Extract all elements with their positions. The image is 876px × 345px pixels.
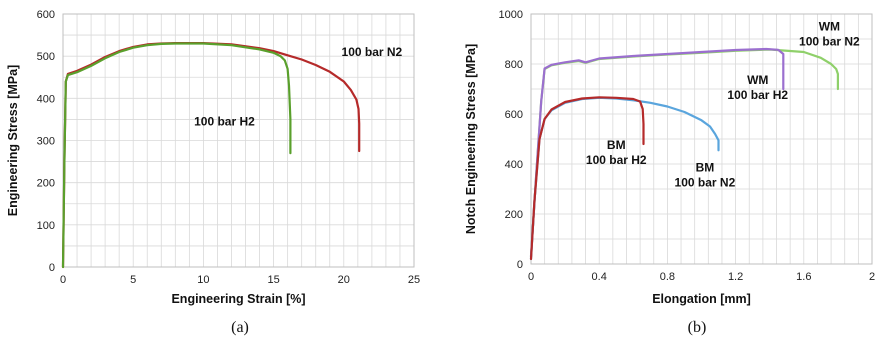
series-annotation: BM 100 bar N2 — [675, 161, 736, 190]
x-tick-label: 20 — [338, 274, 350, 286]
x-tick-label: 0 — [60, 274, 66, 286]
x-tick-label: 15 — [267, 274, 279, 286]
y-tick-label: 800 — [505, 59, 523, 71]
y-tick-label: 400 — [505, 159, 523, 171]
y-axis-label: Notch Engineering Stress [MPa] — [464, 44, 478, 234]
series-line-bm-100-bar-h2 — [529, 96, 645, 261]
x-tick-label: 0.4 — [592, 271, 607, 283]
annotation-line-2: 100 bar N2 — [799, 34, 860, 48]
x-tick-label: 10 — [197, 274, 209, 286]
y-tick-label: 400 — [37, 93, 55, 105]
x-tick-label: 0 — [528, 271, 534, 283]
chart-panel-b: 0 0.4 0.8 1.2 1.6 2 0 200 400 600 800 1000 Elongatio… — [464, 9, 875, 336]
x-tick-label: 5 — [130, 274, 136, 286]
annotation-line-1: BM — [607, 138, 626, 152]
series-line-100-bar-n2 — [61, 41, 361, 269]
plot-frame — [62, 13, 415, 268]
x-tick-label: 1.2 — [728, 271, 743, 283]
series-line-100-bar-h2 — [61, 42, 292, 269]
plot-frame — [530, 13, 873, 265]
x-tick-label: 0.8 — [660, 271, 675, 283]
panel-label: (a) — [231, 319, 249, 336]
series-annotation: BM 100 bar H2 — [586, 138, 647, 167]
series-annotation: WM 100 bar N2 — [799, 19, 860, 48]
series-annotation: 100 bar H2 — [194, 115, 255, 129]
y-tick-label: 100 — [37, 220, 55, 232]
y-tick-label: 600 — [37, 9, 55, 21]
x-tick-label: 2 — [869, 271, 875, 283]
annotation-line-1: BM — [696, 161, 715, 175]
y-axis-label: Engineering Stress [MPa] — [6, 65, 20, 216]
x-axis-label: Elongation [mm] — [652, 292, 751, 306]
y-tick-label: 500 — [37, 51, 55, 63]
x-axis-label: Engineering Strain [%] — [171, 292, 305, 306]
y-tick-label: 600 — [505, 109, 523, 121]
annotation-line-2: 100 bar H2 — [727, 88, 788, 102]
x-tick-label: 25 — [408, 274, 420, 286]
y-tick-label: 0 — [49, 262, 55, 274]
panel-label: (b) — [688, 319, 707, 336]
x-tick-label: 1.6 — [796, 271, 811, 283]
chart-panel-a: 0 5 10 15 20 25 0 100 200 300 400 500 600 Engineering… — [6, 9, 420, 336]
annotation-line-1: WM — [747, 73, 768, 87]
series-annotation: WM 100 bar H2 — [727, 73, 788, 102]
annotation-line-2: 100 bar H2 — [586, 153, 647, 167]
y-tick-label: 200 — [37, 178, 55, 190]
series-annotation: 100 bar N2 — [342, 45, 403, 59]
y-tick-label: 300 — [37, 136, 55, 148]
series-line-wm-100-bar-n2 — [529, 48, 840, 258]
y-tick-label: 1000 — [499, 9, 523, 21]
y-tick-label: 0 — [517, 259, 523, 271]
annotation-line-2: 100 bar N2 — [675, 176, 736, 190]
series-line-wm-100-bar-h2 — [529, 47, 785, 258]
y-tick-label: 200 — [505, 209, 523, 221]
annotation-line-1: WM — [819, 19, 840, 33]
